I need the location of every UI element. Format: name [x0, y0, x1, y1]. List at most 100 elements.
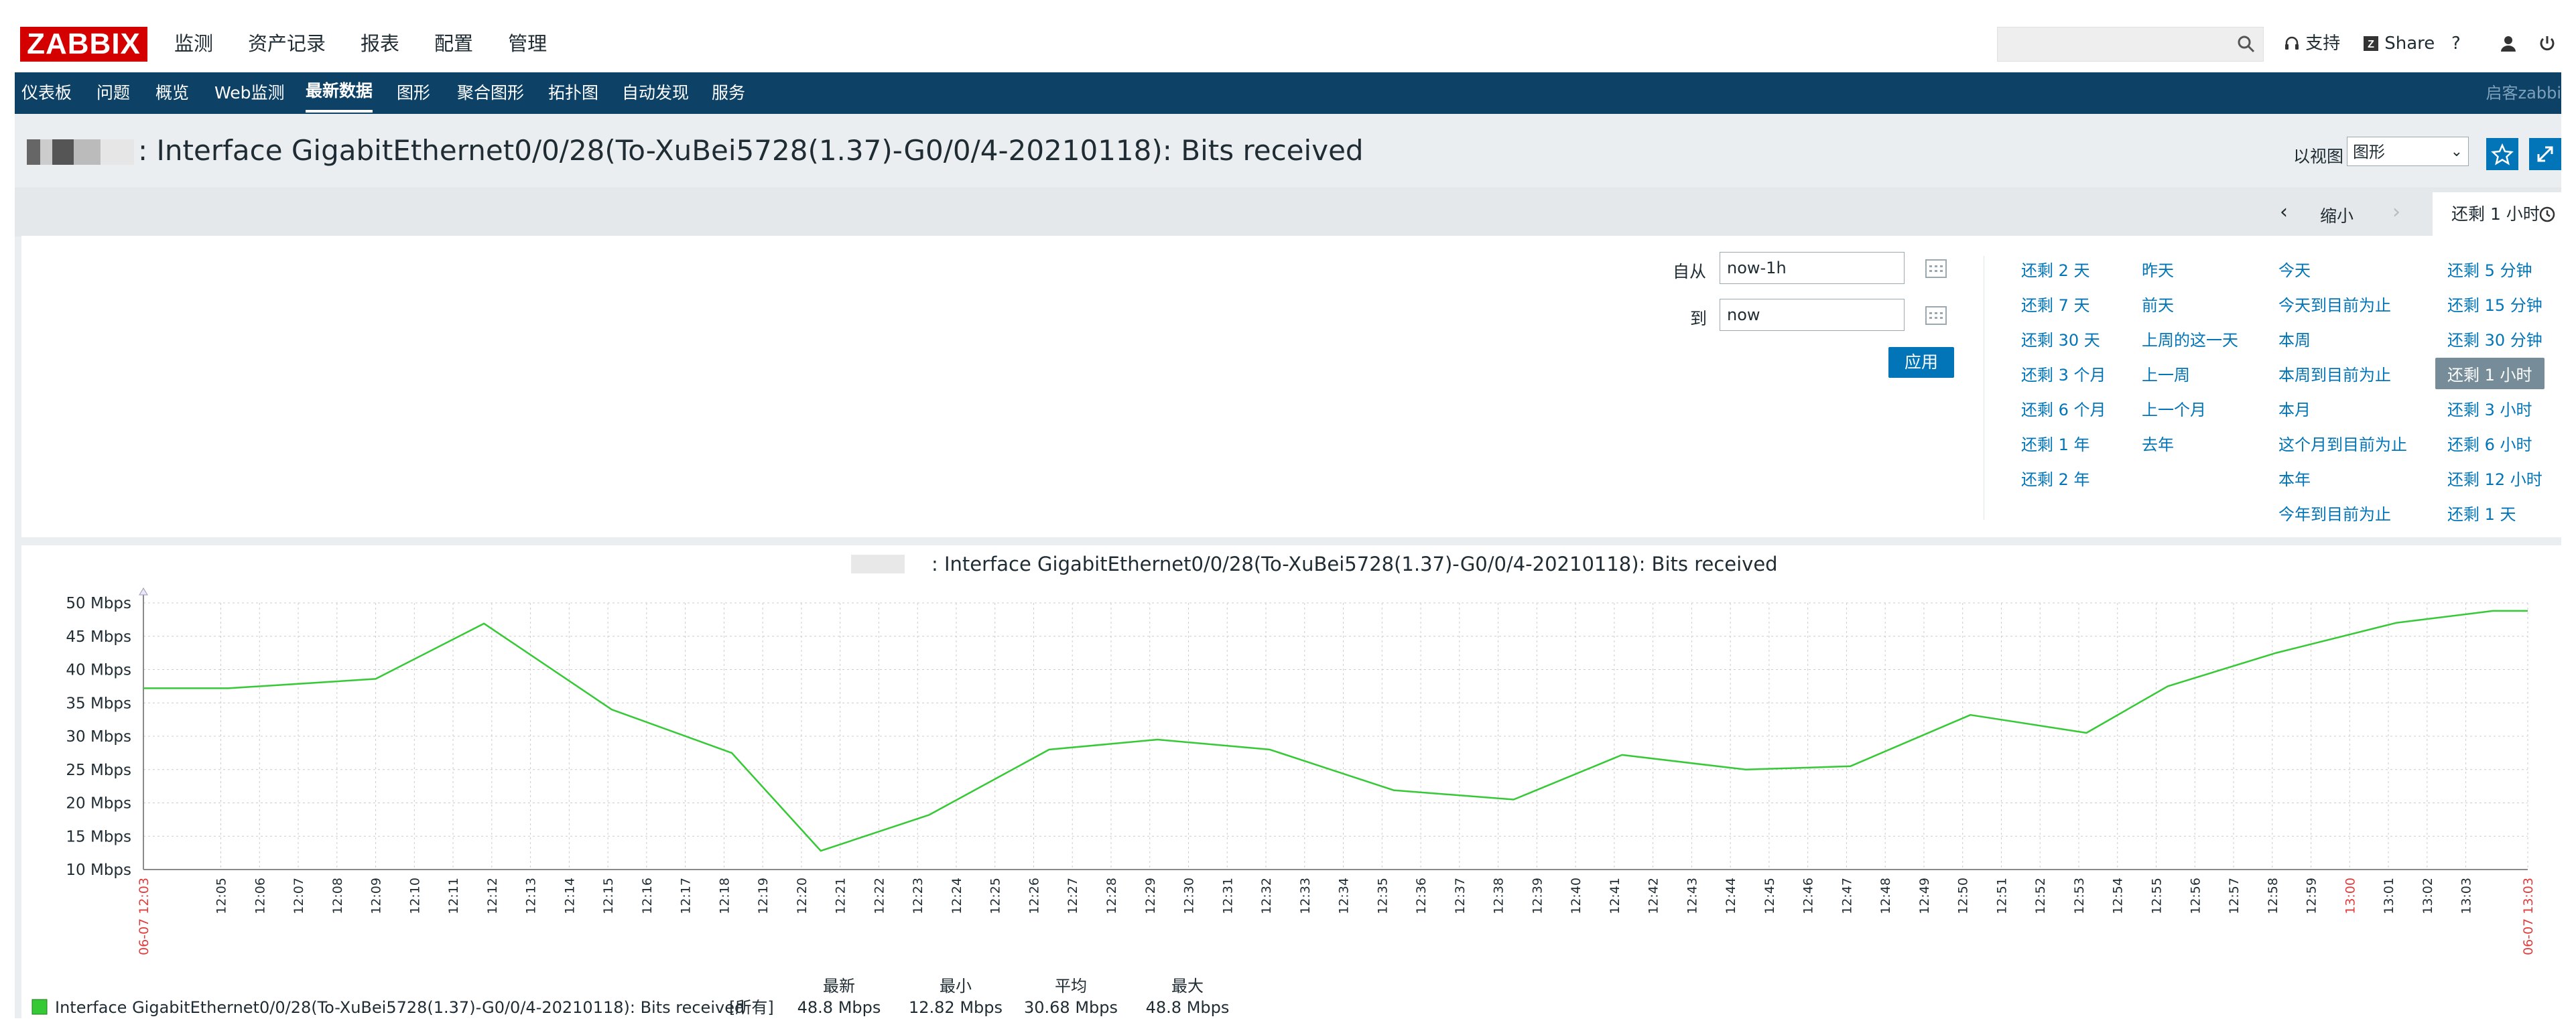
star-icon: [2491, 143, 2514, 165]
quick-range-link[interactable]: 今年到目前为止: [2278, 505, 2391, 524]
quick-range-link[interactable]: 本月: [2278, 401, 2311, 419]
x-tick-label: 13:02: [2421, 878, 2435, 914]
view-as-select[interactable]: 图形 ⌄: [2347, 137, 2469, 166]
quick-range-link[interactable]: 前天: [2142, 296, 2174, 315]
view-as-label: 以视图: [2293, 147, 2344, 166]
legend-swatch: [31, 999, 48, 1015]
x-tick-label: 12:39: [1530, 878, 1545, 914]
x-tick-label: 12:58: [2266, 878, 2280, 914]
user-profile-icon[interactable]: [2500, 35, 2517, 52]
menu-inventory[interactable]: 资产记录: [248, 32, 326, 55]
menu-monitoring[interactable]: 监测: [174, 32, 214, 55]
nav-services[interactable]: 服务: [712, 83, 746, 102]
calendar-icon[interactable]: [1925, 257, 1947, 279]
quick-range-link[interactable]: 本周到目前为止: [2278, 366, 2391, 385]
y-tick-label: 50 Mbps: [66, 595, 131, 612]
quick-range-link[interactable]: 上一个月: [2142, 401, 2206, 419]
legend-value-max: 48.8 Mbps: [1146, 998, 1230, 1017]
bits-received-graph[interactable]: : Interface GigabitEthernet0/0/28(To-XuB…: [21, 545, 2561, 1018]
x-tick-label: 12:29: [1143, 878, 1158, 914]
quick-range-link[interactable]: 还剩 2 天: [2021, 261, 2090, 280]
x-tick-label: 12:47: [1840, 878, 1854, 914]
sign-out-icon[interactable]: [2538, 35, 2556, 52]
nav-graphs[interactable]: 图形: [397, 83, 431, 102]
apply-button[interactable]: 应用: [1888, 347, 1954, 378]
x-tick-label: 12:53: [2072, 878, 2087, 914]
sub-nav-bar: 仪表板 问题 概览 Web监测 最新数据 图形 聚合图形 拓扑图 自动发现 服务…: [15, 72, 2561, 114]
share-logo-icon: Z: [2364, 36, 2378, 51]
calendar-icon[interactable]: [1925, 304, 1947, 326]
chart-title: : Interface GigabitEthernet0/0/28(To-XuB…: [931, 553, 1778, 575]
quick-range-link[interactable]: 还剩 1 天: [2447, 505, 2516, 524]
to-label: 到: [1690, 309, 1708, 328]
nav-dashboard[interactable]: 仪表板: [21, 83, 72, 102]
quick-range-selected[interactable]: 还剩 1 小时: [2435, 358, 2545, 389]
quick-range-link[interactable]: 还剩 5 分钟: [2447, 261, 2532, 280]
nav-web[interactable]: Web监测: [214, 83, 285, 102]
nav-overview[interactable]: 概览: [155, 83, 190, 102]
nav-discovery[interactable]: 自动发现: [622, 83, 690, 102]
x-tick-label: 12:15: [601, 878, 616, 914]
page-title: : Interface GigabitEthernet0/0/28(To-XuB…: [138, 134, 1364, 167]
quick-range-link[interactable]: 去年: [2142, 435, 2174, 454]
nav-latest-data[interactable]: 最新数据: [306, 72, 373, 113]
quick-range-link[interactable]: 还剩 12 小时: [2447, 470, 2542, 489]
server-name: 启客zabbi: [2486, 84, 2561, 102]
quick-range-link[interactable]: 还剩 30 天: [2021, 331, 2100, 350]
legend-value-min: 12.82 Mbps: [909, 998, 1003, 1017]
quick-range-link[interactable]: 本周: [2278, 331, 2311, 350]
quick-range-link[interactable]: 昨天: [2142, 261, 2174, 280]
menu-configuration[interactable]: 配置: [434, 32, 474, 55]
help-icon[interactable]: ?: [2451, 33, 2461, 54]
x-tick-label: 12:35: [1375, 878, 1390, 914]
menu-administration[interactable]: 管理: [508, 32, 548, 55]
quick-range-link[interactable]: 今天: [2278, 261, 2311, 280]
fullscreen-button[interactable]: [2529, 138, 2561, 170]
x-tick-label: 12:43: [1685, 878, 1699, 914]
quick-range-link[interactable]: 还剩 1 年: [2021, 435, 2090, 454]
x-tick-label: 12:51: [1994, 878, 2009, 914]
support-link[interactable]: 支持: [2284, 15, 2340, 72]
y-axis-arrow: [139, 588, 148, 596]
series-line: [143, 610, 2528, 852]
graph-panel: : Interface GigabitEthernet0/0/28(To-XuB…: [21, 545, 2561, 1018]
quick-range-link[interactable]: 还剩 7 天: [2021, 296, 2090, 315]
to-input[interactable]: now: [1720, 299, 1905, 331]
quick-range-link[interactable]: 还剩 6 小时: [2447, 435, 2532, 454]
x-tick-label: 12:17: [679, 878, 694, 914]
chevron-right-icon[interactable]: ›: [2392, 200, 2400, 224]
quick-range-link[interactable]: 还剩 3 小时: [2447, 401, 2532, 419]
top-bar: ZABBIX 监测 资产记录 报表 配置 管理 支持 Z Share: [15, 15, 2561, 72]
time-range-tab[interactable]: 还剩 1 小时: [2433, 192, 2561, 236]
quick-range-link[interactable]: 还剩 3 个月: [2021, 366, 2106, 385]
quick-range-link[interactable]: 今天到目前为止: [2278, 296, 2391, 315]
share-link[interactable]: Z Share: [2363, 15, 2435, 72]
quick-range-link[interactable]: 还剩 6 个月: [2021, 401, 2106, 419]
quick-range-link[interactable]: 还剩 30 分钟: [2447, 331, 2542, 350]
nav-problems[interactable]: 问题: [96, 83, 131, 102]
search-input[interactable]: [1997, 27, 2264, 62]
quick-range-link[interactable]: 上周的这一天: [2142, 331, 2238, 350]
search-icon[interactable]: [2236, 34, 2256, 54]
nav-screens[interactable]: 聚合图形: [457, 83, 525, 102]
zabbix-logo[interactable]: ZABBIX: [20, 27, 147, 62]
headset-icon: [2285, 36, 2299, 50]
x-tick-label: 12:38: [1492, 878, 1506, 914]
zoom-out-button[interactable]: 缩小: [2320, 206, 2354, 226]
quick-range-link[interactable]: 还剩 2 年: [2021, 470, 2090, 489]
legend-header-avg: 平均: [1055, 977, 1087, 995]
quick-range-link[interactable]: 还剩 15 分钟: [2447, 296, 2542, 315]
x-tick-label: 06-07 13:03: [2521, 878, 2536, 955]
add-to-favorites-button[interactable]: [2486, 138, 2518, 170]
menu-reports[interactable]: 报表: [361, 32, 400, 55]
x-tick-label: 12:08: [330, 878, 345, 914]
view-as-value: 图形: [2353, 143, 2385, 161]
quick-range-link[interactable]: 上一周: [2142, 366, 2190, 385]
x-tick-label: 12:05: [214, 878, 229, 914]
chart-grid: [143, 602, 2528, 870]
quick-range-link[interactable]: 这个月到目前为止: [2278, 435, 2407, 454]
from-input[interactable]: now-1h: [1720, 252, 1905, 284]
chevron-left-icon[interactable]: ‹: [2280, 200, 2288, 224]
quick-range-link[interactable]: 本年: [2278, 470, 2311, 489]
nav-maps[interactable]: 拓扑图: [548, 83, 599, 102]
